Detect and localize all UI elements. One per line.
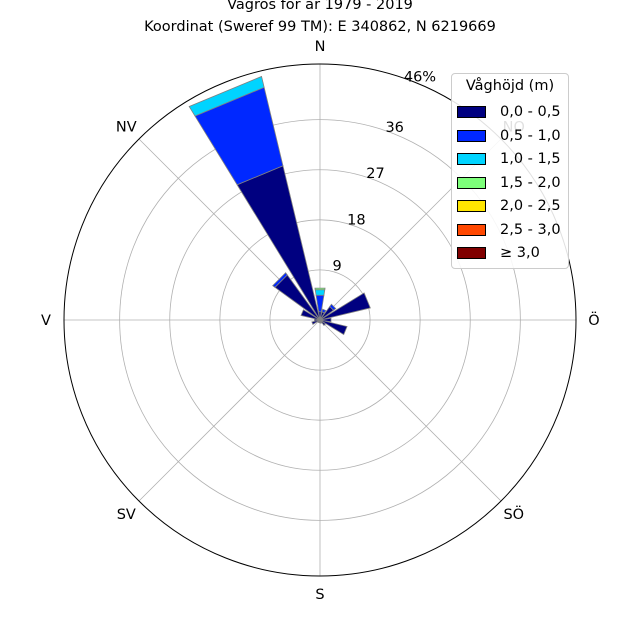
direction-label: NV	[116, 119, 137, 135]
legend-swatch	[457, 176, 486, 189]
radial-tick-label: 18	[347, 212, 365, 228]
direction-label: V	[41, 313, 51, 329]
direction-label: SÖ	[503, 505, 524, 523]
legend-item: 1,5 - 2,0	[457, 174, 561, 192]
legend-item: 2,0 - 2,5	[457, 197, 561, 215]
legend-swatch	[457, 129, 486, 142]
legend-swatch	[457, 106, 486, 118]
legend-label: 1,0 - 1,5	[500, 151, 561, 167]
rose-bar-segment	[319, 319, 348, 336]
polar-boundary	[63, 63, 577, 577]
rose-sectors	[188, 75, 371, 336]
rose-bar-segment	[321, 308, 327, 314]
legend-item: ≥ 3,0	[457, 244, 540, 262]
legend-swatch	[457, 153, 486, 165]
chart-subtitle: Koordinat (Sweref 99 TM): E 340862, N 62…	[144, 19, 496, 35]
legend-label: 0,0 - 0,5	[500, 104, 561, 120]
direction-label: Ö	[588, 311, 599, 329]
legend-swatch	[457, 247, 486, 259]
rose-bar-segment	[319, 317, 332, 323]
polar-outline	[63, 63, 577, 577]
rose-bar-segment	[314, 289, 326, 296]
direction-label: N	[315, 39, 326, 55]
legend: Våghöjd (m) 0,0 - 0,5 0,5 - 1,0 1,0 - 1,5 1…	[451, 73, 569, 269]
polar-grid	[64, 64, 576, 576]
legend-swatch	[457, 223, 486, 236]
rose-bar-segment	[236, 165, 321, 321]
legend-label: 2,5 - 3,0	[500, 221, 561, 238]
rose-bar-segment	[329, 303, 337, 311]
legend-label: 2,0 - 2,5	[500, 198, 561, 214]
radial-tick-label: 9	[333, 259, 342, 275]
radial-tick-label: 27	[366, 166, 384, 182]
rose-bar-segment	[300, 309, 321, 321]
rose-bar-segment	[188, 75, 265, 117]
legend-label: 1,5 - 2,0	[500, 174, 561, 191]
rose-bar-segment	[314, 287, 326, 291]
rose-bar-segment	[319, 292, 371, 321]
direction-label: S	[315, 587, 324, 603]
legend-label: ≥ 3,0	[500, 245, 540, 261]
direction-label: SV	[117, 507, 136, 523]
legend-item: 0,5 - 1,0	[457, 127, 561, 145]
grid-spoke	[138, 319, 321, 502]
legend-title: Våghöjd (m)	[465, 78, 555, 94]
chart-title: Vågros för år 1979 - 2019	[227, 0, 413, 13]
rose-bar-segment	[272, 272, 288, 288]
grid-spoke	[319, 319, 502, 502]
legend-item: 2,5 - 3,0	[457, 221, 561, 239]
radial-tick-label: 36	[385, 120, 403, 136]
radial-max-label: 46%	[404, 69, 436, 85]
legend-swatch	[457, 200, 486, 212]
legend-item: 0,0 - 0,5	[457, 103, 561, 121]
legend-label: 0,5 - 1,0	[500, 127, 561, 144]
legend-item: 1,0 - 1,5	[457, 150, 561, 168]
